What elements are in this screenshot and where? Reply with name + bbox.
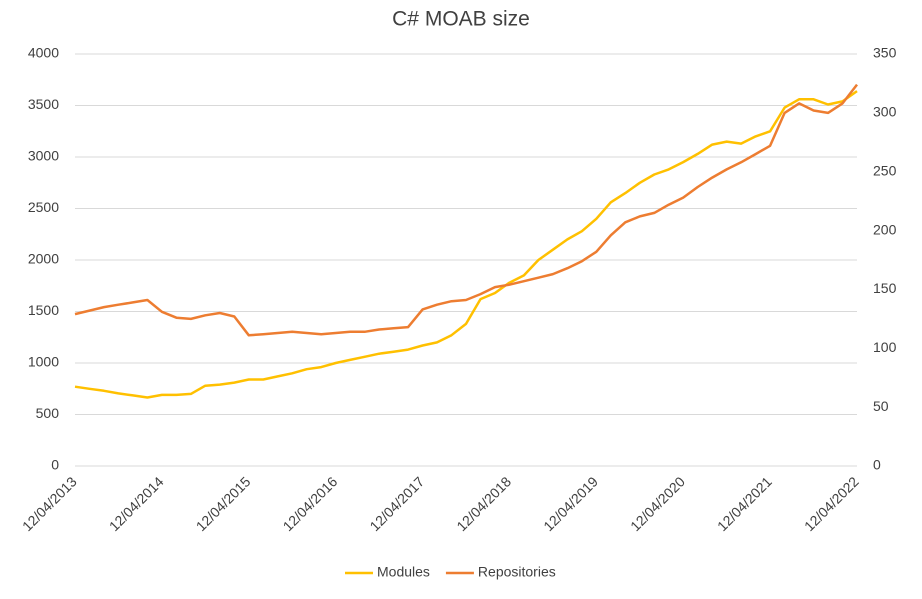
x-tick-label: 12/04/2018 <box>453 473 514 534</box>
y2-tick-label: 350 <box>873 45 897 61</box>
x-tick-label: 12/04/2013 <box>19 473 80 534</box>
legend-label: Modules <box>377 564 430 580</box>
x-tick-label: 12/04/2021 <box>714 473 775 534</box>
x-tick-label: 12/04/2022 <box>801 473 862 534</box>
y-tick-label: 2000 <box>28 251 59 267</box>
x-tick-label: 12/04/2014 <box>106 473 167 534</box>
y-tick-label: 1500 <box>28 302 59 318</box>
legend-label: Repositories <box>478 564 556 580</box>
y-tick-label: 3000 <box>28 148 59 164</box>
x-tick-label: 12/04/2016 <box>280 473 341 534</box>
y2-tick-label: 50 <box>873 398 889 414</box>
y2-tick-label: 300 <box>873 104 897 120</box>
y-tick-label: 0 <box>51 457 59 473</box>
y2-tick-label: 150 <box>873 280 897 296</box>
x-tick-label: 12/04/2020 <box>627 473 688 534</box>
x-tick-label: 12/04/2019 <box>540 473 601 534</box>
y-tick-label: 2500 <box>28 199 59 215</box>
y-tick-label: 500 <box>36 405 60 421</box>
y2-tick-label: 250 <box>873 162 897 178</box>
y-tick-label: 4000 <box>28 45 59 61</box>
y-tick-label: 1000 <box>28 354 59 370</box>
y2-tick-label: 100 <box>873 339 897 355</box>
y2-tick-label: 0 <box>873 457 881 473</box>
y2-tick-label: 200 <box>873 221 897 237</box>
y-tick-label: 3500 <box>28 96 59 112</box>
series-line <box>74 83 858 337</box>
chart-title: C# MOAB size <box>392 8 530 31</box>
x-tick-label: 12/04/2015 <box>193 473 254 534</box>
series-line <box>74 90 858 399</box>
x-tick-label: 12/04/2017 <box>366 473 427 534</box>
